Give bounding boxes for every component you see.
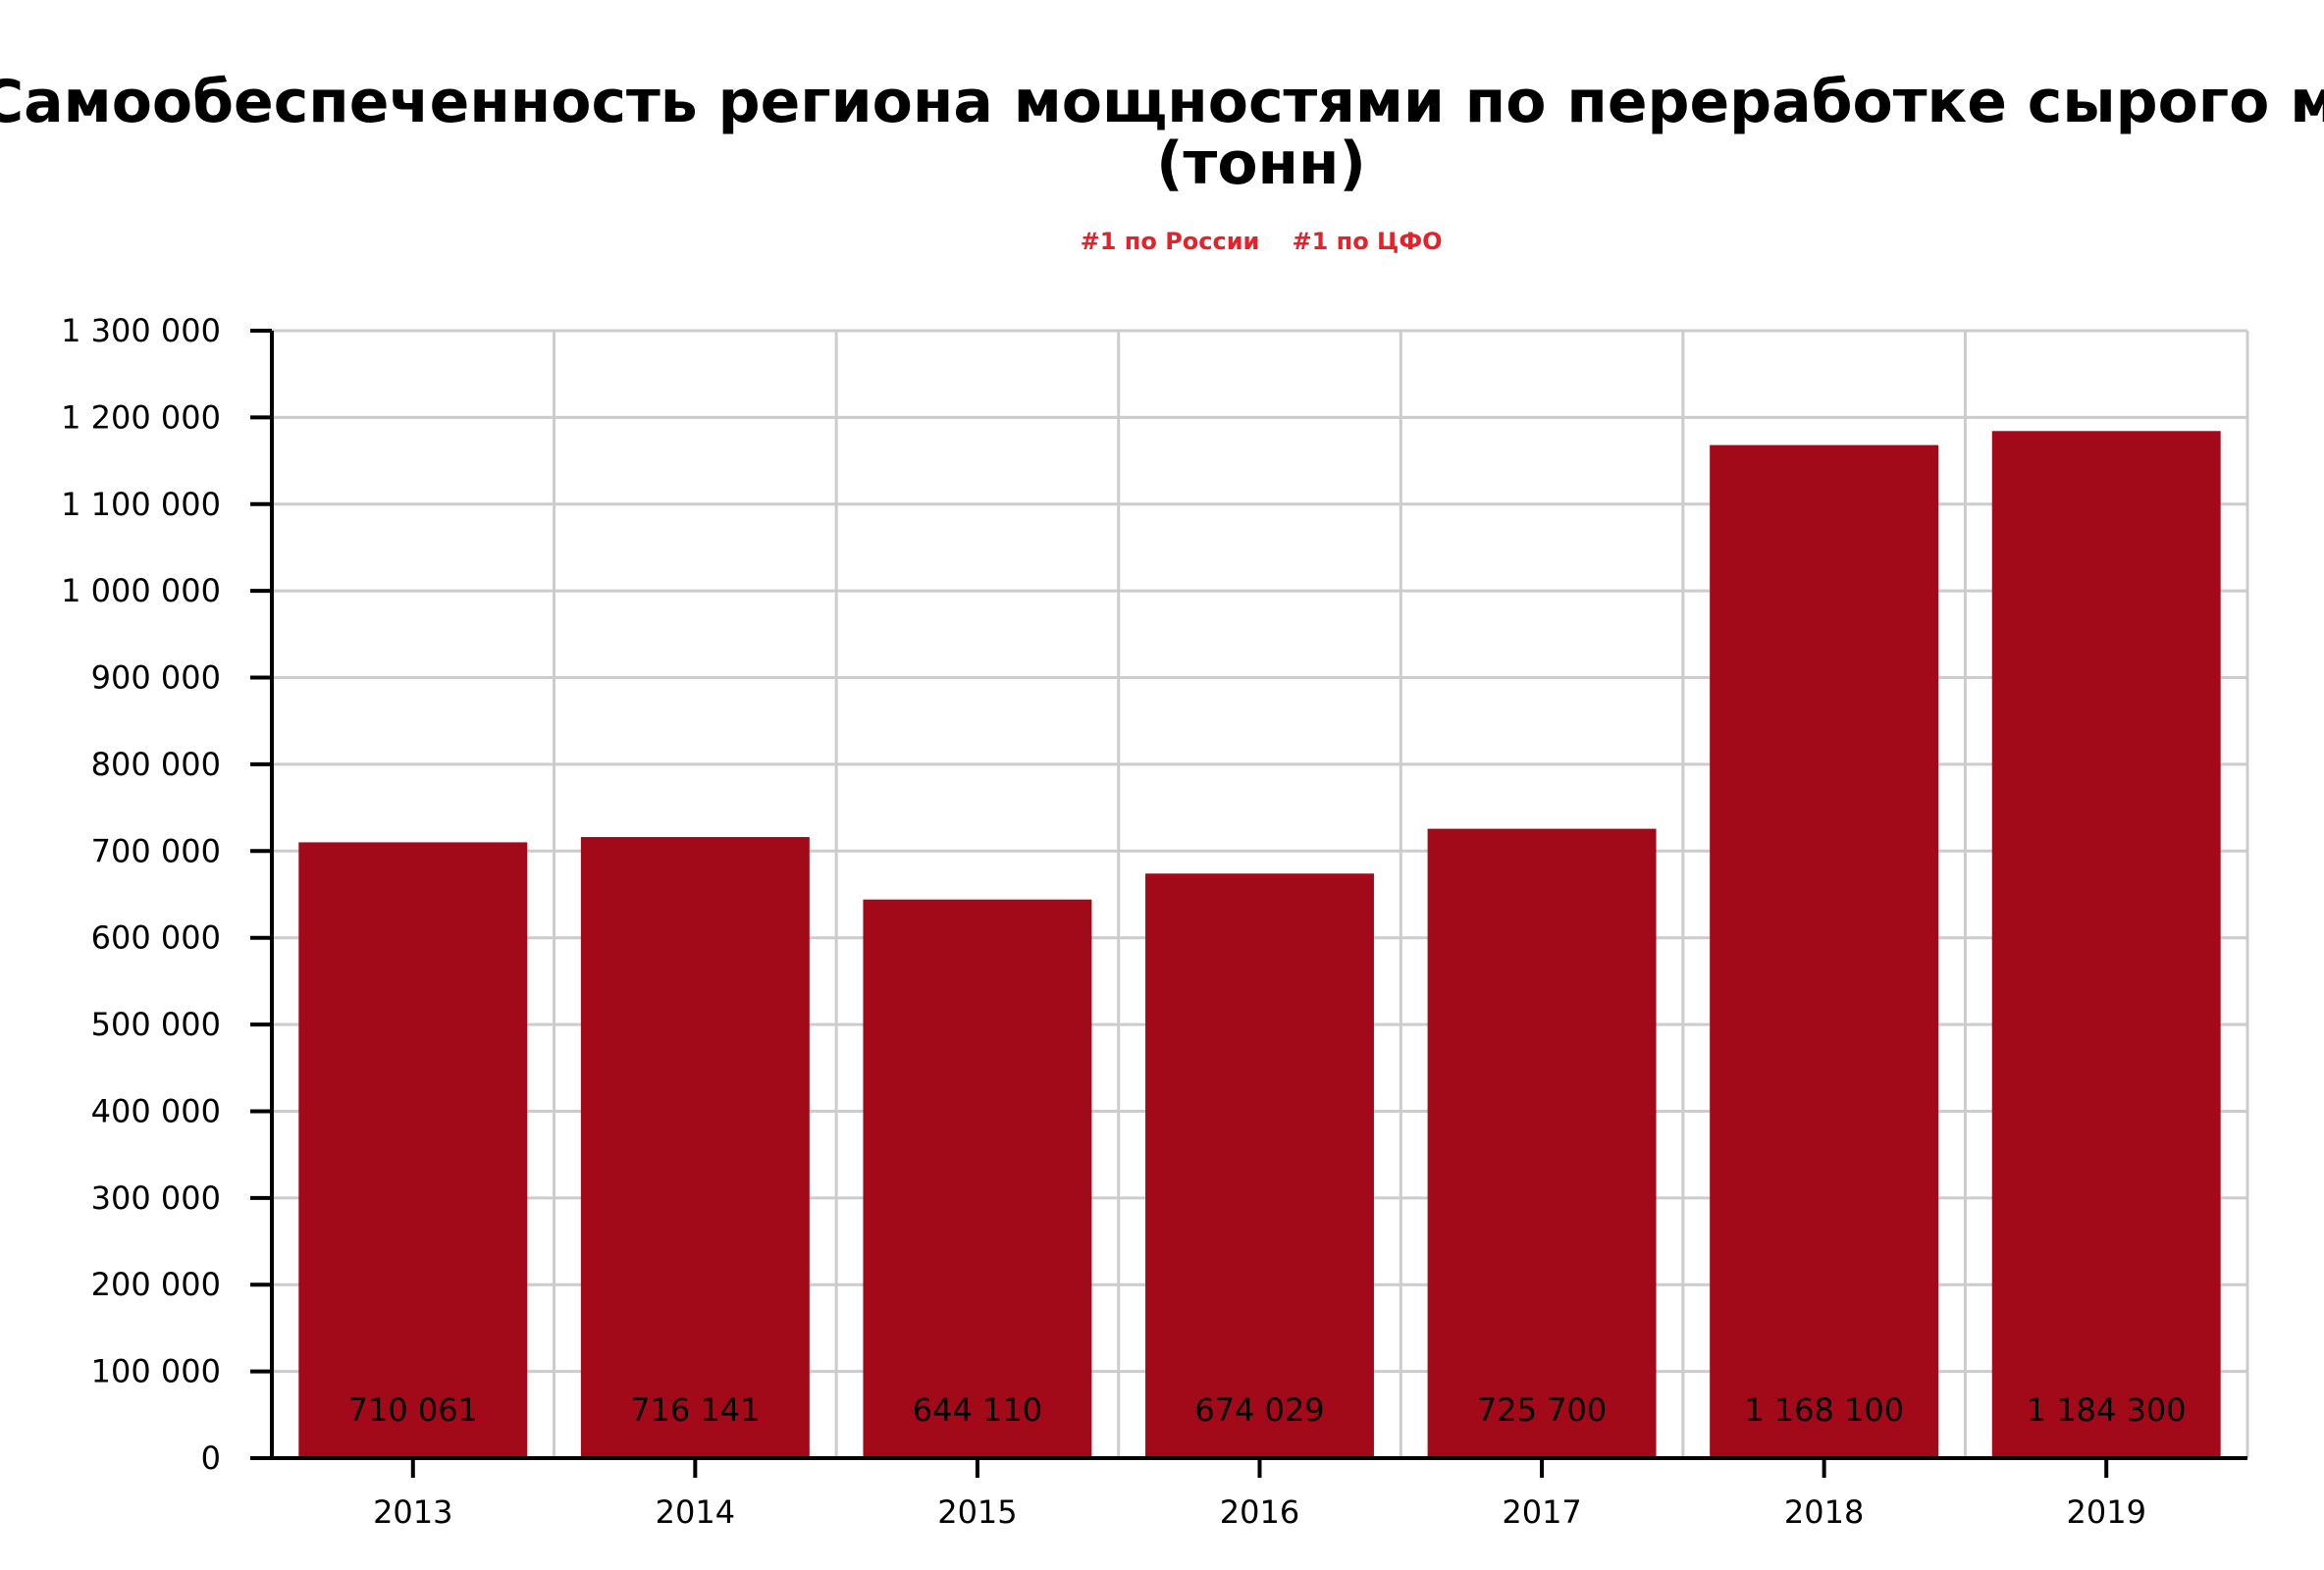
x-tick-label-2018: 2018 — [1784, 1493, 1864, 1531]
y-tick-label-10: 1 000 000 — [61, 572, 221, 609]
bar-2015 — [863, 899, 1092, 1458]
y-tick-label-2: 200 000 — [91, 1266, 221, 1303]
x-tick-label-2014: 2014 — [656, 1493, 735, 1531]
bar-value-label-2013: 710 061 — [348, 1391, 478, 1429]
subtitle-rank-cfo: #1 по ЦФО — [1292, 228, 1442, 255]
y-tick-label-6: 600 000 — [91, 919, 221, 957]
y-tick-label-13: 1 300 000 — [61, 312, 221, 349]
y-tick-label-4: 400 000 — [91, 1092, 221, 1129]
bar-value-label-2015: 644 110 — [913, 1391, 1042, 1429]
x-tick-label-2013: 2013 — [373, 1493, 452, 1531]
bar-value-label-2019: 1 184 300 — [2027, 1391, 2187, 1429]
y-tick-label-0: 0 — [201, 1439, 221, 1477]
bar-value-label-2018: 1 168 100 — [1744, 1391, 1904, 1429]
y-tick-label-9: 900 000 — [91, 659, 221, 697]
bar-2016 — [1145, 873, 1374, 1458]
bar-2018 — [1710, 445, 1939, 1458]
y-tick-label-3: 300 000 — [91, 1179, 221, 1217]
labels: 0 100 000 200 000 300 000 400 000 500 000 600 … — [61, 312, 2187, 1531]
subtitle-rank-russia: #1 по России — [1081, 228, 1260, 255]
y-tick-label-5: 500 000 — [91, 1006, 221, 1043]
y-tick-label-7: 700 000 — [91, 832, 221, 869]
y-tick-label-11: 1 100 000 — [61, 486, 221, 523]
y-tick-label-12: 1 200 000 — [61, 398, 221, 436]
bar-value-label-2014: 716 141 — [630, 1391, 760, 1429]
axes — [250, 329, 2247, 1478]
x-tick-label-2019: 2019 — [2066, 1493, 2145, 1531]
y-tick-label-8: 800 000 — [91, 746, 221, 783]
x-tick-label-2016: 2016 — [1220, 1493, 1299, 1531]
bar-value-label-2016: 674 029 — [1194, 1391, 1324, 1429]
bar-2013 — [298, 842, 528, 1458]
bar-2014 — [580, 837, 810, 1458]
bar-2019 — [1991, 431, 2221, 1458]
bar-2017 — [1427, 828, 1657, 1458]
y-tick-label-1: 100 000 — [91, 1353, 221, 1390]
chart-title: Самообеспеченность региона мощностями по… — [0, 68, 2324, 136]
x-tick-label-2015: 2015 — [937, 1493, 1017, 1531]
chart-title-unit: (тонн) — [1156, 130, 1366, 198]
bars — [298, 431, 2221, 1458]
bar-value-label-2017: 725 700 — [1477, 1391, 1607, 1429]
x-tick-label-2017: 2017 — [1502, 1493, 1581, 1531]
